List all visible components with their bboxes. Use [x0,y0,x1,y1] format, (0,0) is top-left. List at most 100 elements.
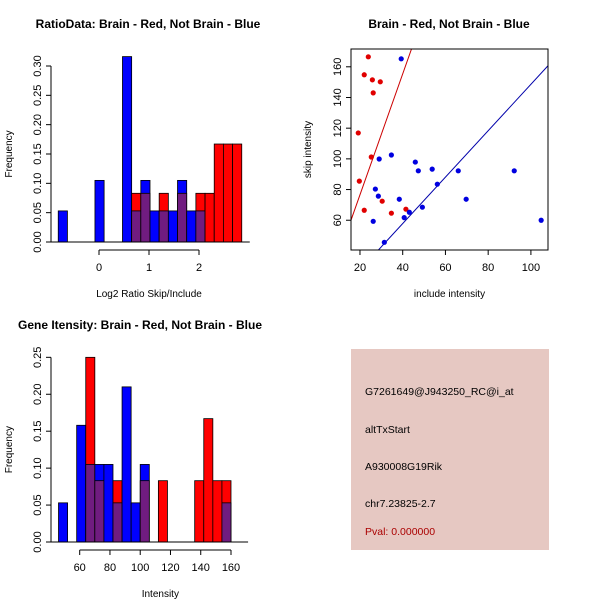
fit-line-not-brain [377,65,548,250]
x-tick-label: 160 [222,562,240,574]
y-tick-label: 0.05 [32,202,44,223]
fit-line-brain [351,49,413,221]
chart-title: Brain - Red, Not Brain - Blue [368,17,530,31]
point-brain [369,77,375,83]
y-tick-label: 0.00 [32,531,44,552]
point-brain [368,154,374,160]
point-brain [361,72,367,78]
y-tick-label: 0.25 [32,85,44,106]
point-not-brain [463,196,469,202]
point-not-brain [412,159,418,165]
gene-name: A930008G19Rik [365,461,443,473]
point-not-brain [401,215,407,221]
y-axis-label: Frequency [4,426,15,473]
point-brain [370,90,376,96]
y-tick-label: 0.15 [32,143,44,164]
x-axis-label: Log2 Ratio Skip/Include [96,289,202,300]
y-tick-label: 0.10 [32,457,44,478]
x-tick-label: 100 [131,562,149,574]
bar-not-brain [121,386,132,543]
bar-brain [203,418,214,543]
y-tick-label: 120 [332,119,344,137]
y-tick-label: 80 [332,183,344,195]
bar-overlap [158,210,169,243]
y-tick-label: 160 [332,58,344,76]
plot-frame [350,48,549,251]
point-not-brain [406,209,412,215]
point-not-brain [376,156,382,162]
event-type: altTxStart [365,424,410,436]
y-tick-label: 60 [332,214,344,226]
bar-brain [222,143,233,243]
y-tick-label: 0.10 [32,173,44,194]
bar-not-brain [58,502,68,543]
x-tick-label: 2 [196,262,202,274]
x-tick-label: 80 [482,262,494,274]
point-brain [356,178,362,184]
bar-not-brain [186,210,197,243]
x-tick-label: 60 [439,262,451,274]
x-tick-label: 60 [74,562,86,574]
point-not-brain [375,193,381,199]
point-not-brain [396,196,402,202]
point-not-brain [511,168,517,174]
x-tick-label: 140 [192,562,210,574]
bar-overlap [112,502,123,543]
point-not-brain [419,204,425,210]
chart-title: RatioData: Brain - Red, Not Brain - Blue [36,17,261,31]
point-brain [361,207,367,213]
point-not-brain [538,217,544,223]
x-axis-label: Intensity [142,589,179,600]
y-tick-label: 0.30 [32,55,44,76]
point-not-brain [370,218,376,224]
x-tick-label: 1 [146,262,152,274]
x-axis-label: include intensity [414,289,485,300]
point-not-brain [434,181,440,187]
y-tick-label: 0.20 [32,114,44,135]
p-value: Pval: 0.000000 [365,526,436,538]
point-not-brain [429,166,435,172]
point-not-brain [372,186,378,192]
point-not-brain [398,56,404,62]
bar-overlap [131,210,142,243]
bar-overlap [195,210,206,243]
x-tick-label: 20 [354,262,366,274]
y-axis-label: Frequency [4,130,15,177]
point-brain [377,79,383,85]
bar-overlap [85,464,96,543]
point-not-brain [415,168,421,174]
bar-brain [213,143,224,243]
point-not-brain [388,152,394,158]
point-brain [365,54,371,60]
y-tick-label: 0.15 [32,420,44,441]
point-not-brain [455,168,461,174]
bar-not-brain [149,210,160,243]
x-tick-label: 100 [522,262,540,274]
y-tick-label: 0.20 [32,384,44,405]
chart-title: Gene Itensity: Brain - Red, Not Brain - … [18,318,262,332]
bar-not-brain [94,179,105,243]
bar-overlap [94,480,105,543]
bar-brain [157,480,168,543]
x-tick-label: 40 [397,262,409,274]
x-tick-label: 80 [104,562,116,574]
bar-brain [204,192,215,243]
point-brain [355,130,361,136]
bar-not-brain [57,210,68,243]
probe-id: G7261649@J943250_RC@i_at [365,386,514,398]
bar-overlap [221,502,232,543]
bar-overlap [140,192,151,243]
bar-brain [212,480,223,543]
y-tick-label: 100 [332,150,344,168]
bar-not-brain [130,502,141,543]
bar-brain [194,480,205,543]
bar-brain [232,143,243,243]
bar-not-brain [76,424,87,543]
bar-overlap [177,192,188,243]
point-not-brain [381,239,387,245]
bar-not-brain [122,56,133,243]
y-tick-label: 0.25 [32,347,44,368]
point-brain [379,198,385,204]
y-axis-label: skip intensity [303,121,314,178]
